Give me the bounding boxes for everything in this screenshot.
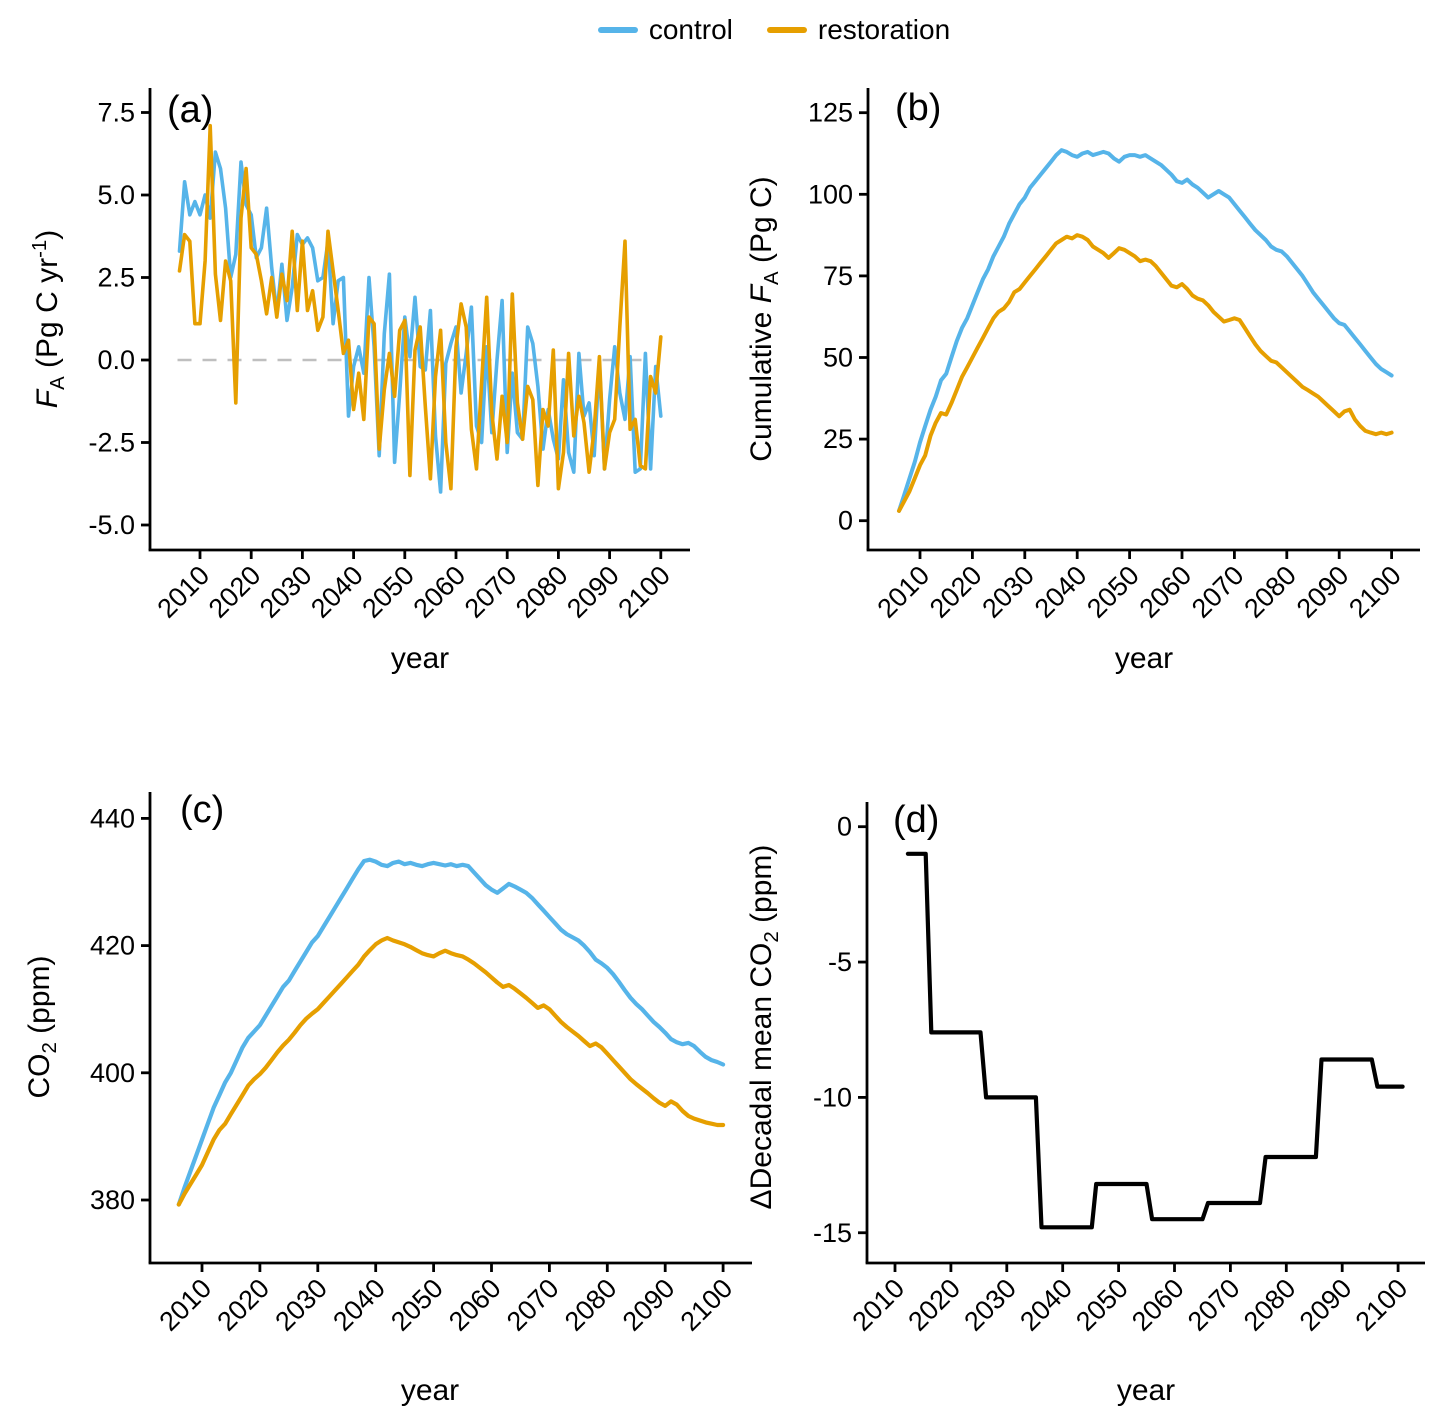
y-tick-label: -15 [813, 1218, 852, 1248]
y-axis-label-a: FA (Pg C yr-1) [29, 229, 69, 409]
x-axis-title-d: year [1117, 1374, 1175, 1407]
x-tick-label: 2010 [872, 560, 936, 624]
series-line-control [897, 148, 1394, 513]
x-tick-label: 2040 [305, 560, 369, 624]
x-tick-label: 2030 [958, 1273, 1022, 1337]
x-tick-label: 2050 [1081, 560, 1145, 624]
x-tick-label: 2080 [559, 1273, 623, 1337]
y-tick-label: 0 [838, 506, 853, 536]
x-tick-label: 2090 [1291, 560, 1355, 624]
legend-item-restoration: restoration [766, 14, 951, 46]
x-tick-label: 2040 [1029, 560, 1093, 624]
x-tick-label: 2060 [1126, 1273, 1190, 1337]
x-tick-label: 2060 [443, 1273, 507, 1337]
y-tick-label: 7.5 [97, 98, 135, 128]
series-line-control [176, 857, 726, 1207]
y-tick-label: 440 [90, 803, 135, 833]
x-tick-label: 2010 [154, 1273, 218, 1337]
x-tick-label: 2010 [152, 560, 216, 624]
step-line-difference [905, 851, 1405, 1230]
y-axis-label-d: ΔDecadal mean CO2 (ppm) [745, 844, 783, 1210]
x-tick-label: 2100 [1343, 560, 1407, 624]
control-line-swatch-icon [597, 27, 638, 33]
x-tick-label: 2020 [203, 560, 267, 624]
y-axis-label-b: Cumulative FA (Pg C) [745, 176, 783, 462]
x-tick-label: 2030 [976, 560, 1040, 624]
panel-d: 0 -5 -10 -15 2010202020302040205020602070208… [813, 799, 1425, 1407]
x-axis-title-b: year [1115, 642, 1173, 675]
y-tick-label: 420 [90, 931, 135, 961]
y-tick-label: -5 [828, 947, 852, 977]
x-tick-label: 2020 [924, 560, 988, 624]
legend-label-restoration: restoration [817, 14, 951, 45]
x-tick-label: 2050 [356, 560, 420, 624]
x-tick-label: 2040 [327, 1273, 391, 1337]
x-tick-label: 2020 [211, 1273, 275, 1337]
y-tick-label: 380 [90, 1185, 135, 1215]
y-axis-label-c: CO2 (ppm) [23, 955, 61, 1099]
x-axis-title-a: year [391, 642, 449, 675]
x-tick-label: 2030 [269, 1273, 333, 1337]
panel-tag-a: (a) [167, 89, 213, 131]
x-tick-label: 2020 [902, 1273, 966, 1337]
y-tick-label: 100 [808, 179, 853, 209]
panel-c: 440 420 400 380 2010202020302040205020602070… [90, 789, 752, 1407]
panel-a: 7.5 5.0 2.5 0.0 -2.5 -5.0 20102020203020402050… [88, 88, 690, 675]
y-tick-label: 75 [823, 261, 853, 291]
panel-b: 125 100 75 50 25 0 201020202030204020502060207… [808, 87, 1420, 675]
y-tick-label: 25 [823, 424, 853, 454]
x-tick-label: 2100 [675, 1273, 739, 1337]
x-tick-label: 2010 [847, 1273, 911, 1337]
x-tick-label: 2090 [1294, 1273, 1358, 1337]
x-tick-label: 2030 [254, 560, 318, 624]
panel-tag-c: (c) [180, 789, 224, 831]
y-tick-label: -10 [813, 1082, 852, 1112]
y-tick-label: 400 [90, 1058, 135, 1088]
y-tick-label: -5.0 [88, 510, 135, 540]
x-tick-label: 2070 [1186, 560, 1250, 624]
x-tick-label: 2060 [1134, 560, 1198, 624]
series-line-restoration [897, 233, 1394, 513]
legend-label-control: control [648, 14, 733, 45]
x-tick-label: 2100 [1350, 1273, 1414, 1337]
x-tick-label: 2040 [1014, 1273, 1078, 1337]
series-line-restoration [177, 123, 663, 491]
y-tick-label: 0 [837, 812, 852, 842]
x-tick-label: 2060 [408, 560, 472, 624]
y-tick-label: 2.5 [97, 263, 135, 293]
x-tick-label: 2090 [561, 560, 625, 624]
series-line-control [177, 150, 663, 494]
x-tick-label: 2050 [385, 1273, 449, 1337]
x-tick-label: 2070 [501, 1273, 565, 1337]
legend-item-control: control [597, 14, 733, 46]
x-axis-title-c: year [401, 1374, 459, 1407]
y-tick-label: -2.5 [88, 428, 135, 458]
y-tick-label: 125 [808, 98, 853, 128]
x-tick-label: 2080 [510, 560, 574, 624]
x-tick-label: 2070 [459, 560, 523, 624]
restoration-line-swatch-icon [766, 27, 807, 33]
x-tick-label: 2070 [1182, 1273, 1246, 1337]
panel-tag-b: (b) [895, 87, 941, 129]
x-tick-label: 2090 [617, 1273, 681, 1337]
x-tick-label: 2080 [1238, 560, 1302, 624]
y-tick-label: 0.0 [97, 345, 135, 375]
series-line-restoration [176, 935, 726, 1207]
x-tick-label: 2050 [1070, 1273, 1134, 1337]
y-tick-label: 50 [823, 343, 853, 373]
panel-tag-d: (d) [893, 799, 939, 841]
y-tick-label: 5.0 [97, 180, 135, 210]
x-tick-label: 2080 [1238, 1273, 1302, 1337]
x-tick-label: 2100 [612, 560, 676, 624]
legend: control restoration [0, 14, 1443, 46]
